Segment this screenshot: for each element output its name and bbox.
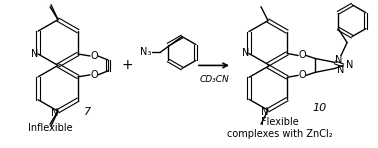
Text: CD₃CN: CD₃CN bbox=[199, 75, 229, 84]
Text: N: N bbox=[338, 65, 345, 75]
Text: N: N bbox=[346, 60, 354, 70]
Text: O: O bbox=[298, 50, 306, 61]
Text: N: N bbox=[261, 107, 269, 117]
Text: complexes with ZnCl₂: complexes with ZnCl₂ bbox=[227, 129, 333, 139]
Text: O: O bbox=[90, 70, 98, 80]
Text: N: N bbox=[31, 49, 39, 59]
Text: Inflexible: Inflexible bbox=[28, 123, 73, 133]
Text: N: N bbox=[335, 56, 343, 65]
Text: N₃: N₃ bbox=[140, 48, 151, 57]
Text: O: O bbox=[298, 70, 306, 80]
Text: O: O bbox=[90, 51, 98, 61]
Text: N: N bbox=[242, 49, 249, 58]
Text: 10: 10 bbox=[313, 103, 327, 113]
Text: +: + bbox=[121, 58, 133, 72]
Text: Flexible: Flexible bbox=[261, 117, 299, 127]
Text: N: N bbox=[51, 108, 59, 118]
Text: 7: 7 bbox=[84, 107, 91, 117]
